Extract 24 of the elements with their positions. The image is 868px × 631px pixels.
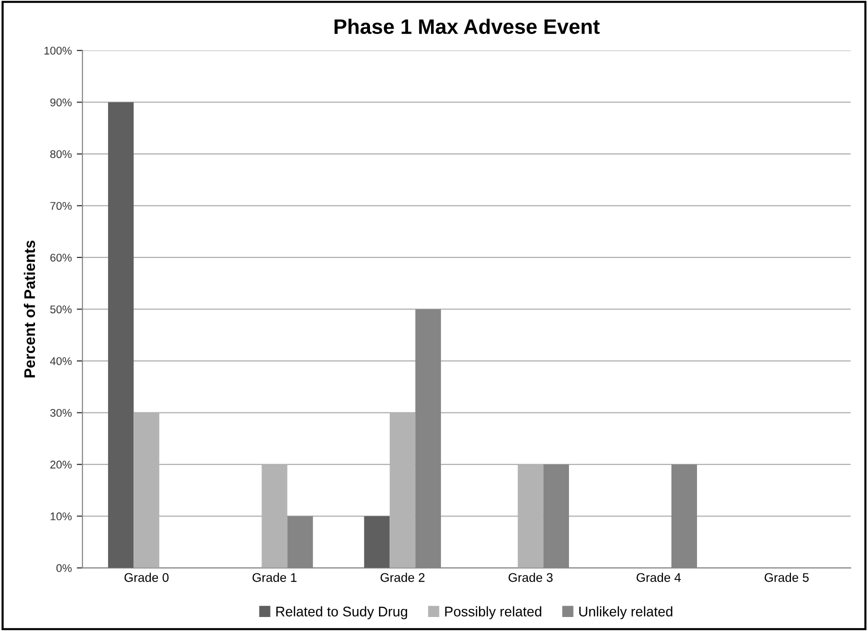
- y-tick-label: 10%: [50, 512, 72, 520]
- y-tick-label: 40%: [50, 357, 72, 366]
- x-tick-label: Grade 2: [380, 572, 424, 582]
- chart-title: Phase 1 Max Advese Event: [334, 18, 600, 34]
- x-tick-label: Grade 4: [636, 572, 681, 582]
- bar: [108, 102, 134, 568]
- y-tick-label: 70%: [50, 202, 72, 210]
- x-tick-label: Grade 1: [252, 572, 296, 582]
- x-tick-label: Grade 5: [764, 572, 809, 582]
- y-tick-label: 60%: [50, 254, 72, 262]
- x-tick-label: Grade 3: [508, 572, 553, 582]
- bar: [364, 516, 390, 568]
- y-tick-label: 90%: [50, 98, 72, 106]
- y-tick-label: 0%: [56, 564, 72, 572]
- y-tick-label: 100%: [44, 46, 72, 55]
- legend-label: Unlikely related: [579, 606, 672, 620]
- x-tick-label: Grade 0: [124, 572, 169, 582]
- y-axis-title: Percent of Patients: [24, 240, 36, 378]
- y-tick-label: 20%: [50, 460, 72, 469]
- y-tick-label: 30%: [50, 408, 72, 417]
- legend-label: Related to Sudy Drug: [276, 606, 408, 620]
- legend-label: Possibly related: [445, 606, 542, 620]
- y-tick-label: 50%: [50, 305, 72, 314]
- y-tick-label: 80%: [50, 150, 72, 158]
